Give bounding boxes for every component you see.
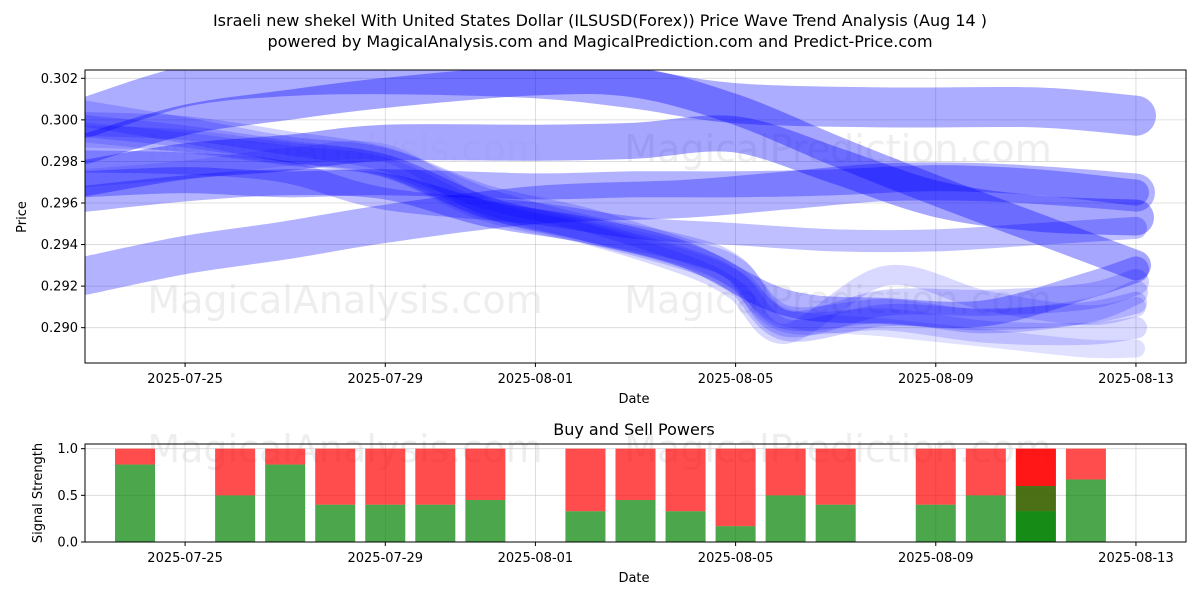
price-grid [85, 70, 1186, 363]
y-tick-label: 0.302 [41, 72, 78, 87]
buy-bar-overlay [1015, 486, 1056, 542]
wave-line [85, 140, 1145, 359]
y-tick-label: 0.296 [41, 196, 78, 211]
wave-line [85, 122, 1146, 344]
watermark-left: MagicalAnalysis.com [147, 278, 542, 322]
power-x-axis-label: Date [618, 571, 649, 586]
x-tick-label: 2025-08-13 [1098, 551, 1174, 566]
sell-bar [315, 448, 356, 505]
chart-title: Israeli new shekel With United States Do… [213, 11, 987, 30]
price-plot-frame [84, 69, 1187, 364]
buy-bar [915, 504, 956, 542]
watermark-right: MagicalPrediction.com [624, 127, 1052, 171]
power-plot-frame [84, 443, 1187, 543]
buy-bar [465, 500, 506, 542]
buy-bar [365, 504, 406, 542]
y-tick-label: 0.0 [57, 536, 78, 551]
wave-line [85, 162, 1155, 295]
sell-bar [965, 448, 1006, 496]
x-tick-label: 2025-07-25 [147, 372, 223, 387]
power-y-axis-label: Signal Strength [31, 443, 46, 543]
sell-bar [465, 448, 506, 500]
y-tick-label: 1.0 [57, 442, 78, 457]
sell-bar [915, 448, 956, 505]
sell-bar [115, 448, 156, 465]
buy-bar [415, 504, 456, 542]
buy-bar [1065, 479, 1106, 542]
y-tick-label: 0.298 [41, 155, 78, 170]
x-tick-label: 2025-07-29 [347, 551, 423, 566]
power-bars [115, 448, 1106, 542]
wave-line [85, 115, 1147, 342]
sell-bar [715, 448, 756, 527]
wave-line [85, 100, 1149, 338]
price-y-axis: 0.290 0.292 0.294 0.296 0.298 0.300 0.302 [41, 72, 85, 336]
sell-bar [615, 448, 656, 500]
x-tick-label: 2025-08-13 [1098, 372, 1174, 387]
x-tick-label: 2025-08-09 [898, 372, 974, 387]
wave-line [85, 70, 1156, 138]
wave-line [85, 115, 1154, 236]
wave-series [85, 70, 1156, 359]
price-x-axis: 2025-07-25 2025-07-29 2025-08-01 2025-08-05… [147, 363, 1174, 387]
sell-bar [565, 448, 606, 512]
buy-bar [615, 500, 656, 542]
wave-line [85, 165, 1149, 206]
wave-line [85, 168, 1149, 328]
x-tick-label: 2025-08-01 [498, 551, 574, 566]
y-tick-label: 0.294 [41, 238, 78, 253]
buy-bar [815, 504, 856, 542]
price-y-axis-label: Price [15, 201, 30, 233]
buy-bar [715, 526, 756, 542]
price-x-axis-label: Date [618, 392, 649, 407]
sell-bar [365, 448, 406, 505]
power-chart-title: Buy and Sell Powers [553, 420, 715, 439]
chart-subtitle: powered by MagicalAnalysis.com and Magic… [267, 32, 932, 51]
y-tick-label: 0.292 [41, 280, 78, 295]
sell-bar [815, 448, 856, 505]
power-y-axis: 0.0 0.5 1.0 [57, 442, 85, 551]
buy-bar [565, 511, 606, 542]
y-tick-label: 0.5 [57, 489, 78, 504]
sell-bar [765, 448, 806, 496]
buy-bar [765, 495, 806, 542]
wave-line [85, 150, 1147, 253]
wave-line [85, 125, 1147, 346]
wave-line [85, 70, 1151, 281]
buy-bar [315, 504, 356, 542]
watermark-left: MagicalAnalysis.com [147, 127, 542, 171]
sell-bar [265, 448, 306, 465]
sell-bar [415, 448, 456, 505]
buy-bar [665, 511, 706, 542]
sell-bar [1065, 448, 1106, 480]
buy-bar [115, 464, 156, 542]
y-tick-label: 0.300 [41, 113, 78, 128]
x-tick-label: 2025-08-05 [698, 551, 774, 566]
x-tick-label: 2025-07-25 [147, 551, 223, 566]
x-tick-label: 2025-07-29 [347, 372, 423, 387]
power-x-axis: 2025-07-25 2025-07-29 2025-08-01 2025-08-05… [147, 542, 1174, 566]
x-tick-label: 2025-08-05 [698, 372, 774, 387]
x-tick-label: 2025-08-09 [898, 551, 974, 566]
buy-bar [265, 464, 306, 542]
buy-bar [215, 495, 256, 542]
y-tick-label: 0.290 [41, 321, 78, 336]
x-tick-label: 2025-08-01 [498, 372, 574, 387]
wave-line [85, 112, 1148, 334]
sell-bar-overlay [1015, 448, 1056, 486]
sell-bar [215, 448, 256, 496]
sell-bar [665, 448, 706, 512]
watermark-right: MagicalPrediction.com [624, 278, 1052, 322]
buy-bar [965, 495, 1006, 542]
